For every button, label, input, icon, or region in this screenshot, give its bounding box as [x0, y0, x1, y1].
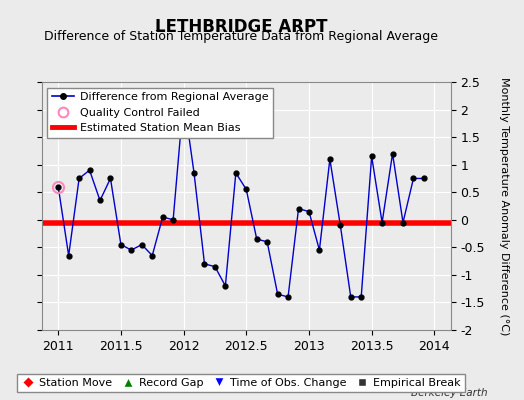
Legend: Station Move, Record Gap, Time of Obs. Change, Empirical Break: Station Move, Record Gap, Time of Obs. C… [17, 374, 465, 392]
Text: Difference of Station Temperature Data from Regional Average: Difference of Station Temperature Data f… [44, 30, 438, 43]
Y-axis label: Monthly Temperature Anomaly Difference (°C): Monthly Temperature Anomaly Difference (… [499, 77, 509, 335]
Text: LETHBRIDGE ARPT: LETHBRIDGE ARPT [155, 18, 328, 36]
Legend: Difference from Regional Average, Quality Control Failed, Estimated Station Mean: Difference from Regional Average, Qualit… [48, 88, 273, 138]
Text: Berkeley Earth: Berkeley Earth [411, 388, 487, 398]
